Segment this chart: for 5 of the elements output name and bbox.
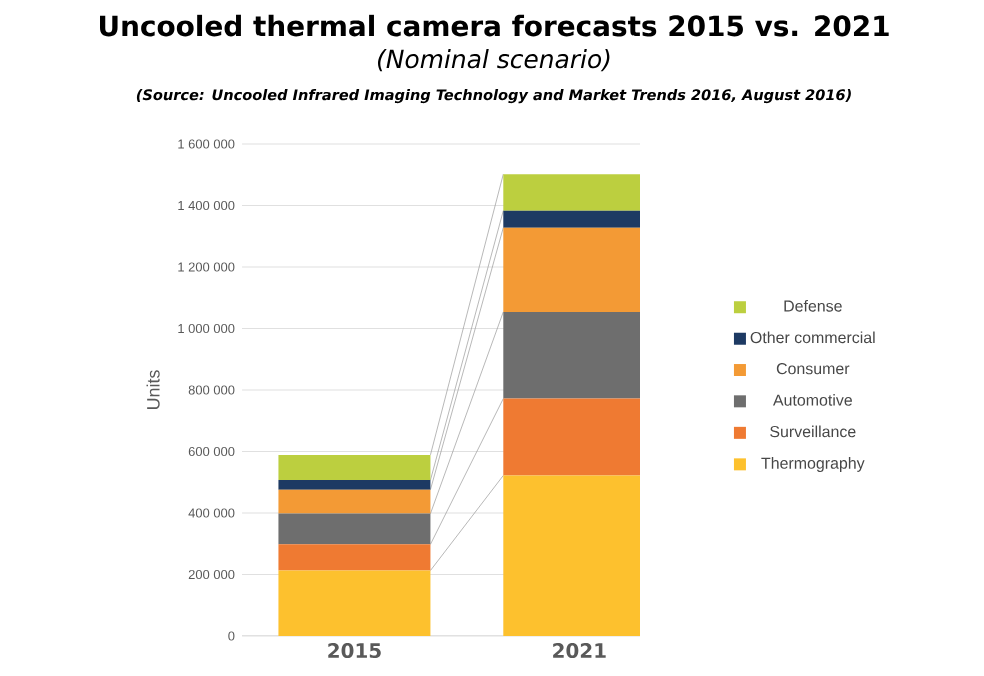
chart-title: Uncooled thermal camera forecasts 2015 vs. 2021 (100, 14, 889, 37)
x-tick-label: 2015 (328, 643, 381, 659)
chart-subtitle: (Nominal scenario) (378, 49, 610, 72)
x-tick-label: 2021 (553, 643, 606, 659)
y-axis-title: Units (146, 370, 160, 410)
